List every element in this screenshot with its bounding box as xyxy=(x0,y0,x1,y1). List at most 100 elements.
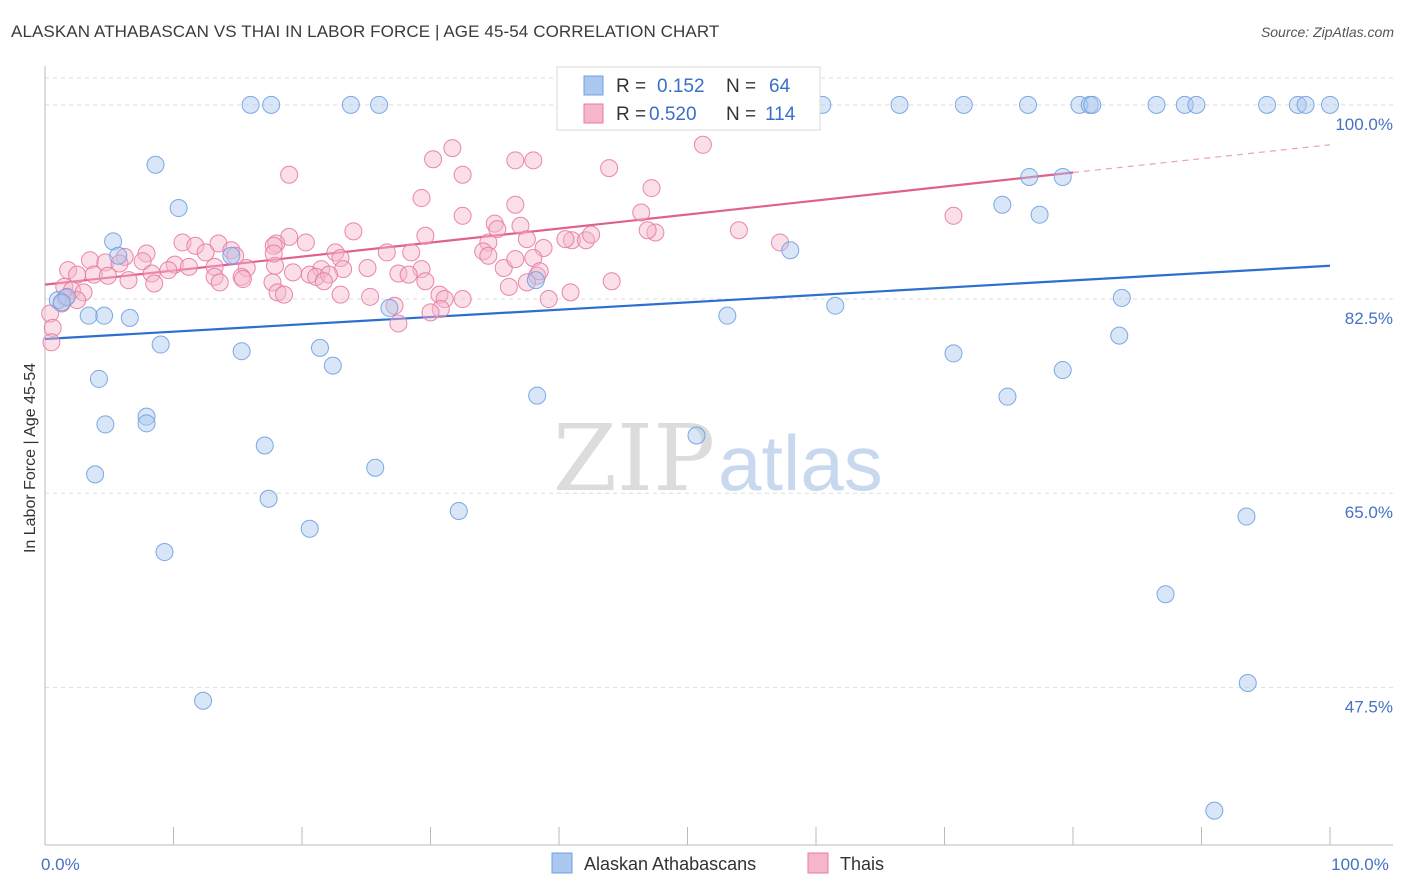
point-thai-55 xyxy=(358,258,377,277)
point-thai-21 xyxy=(416,226,435,245)
trend-lines xyxy=(44,144,1331,341)
point-thai-8 xyxy=(453,165,472,184)
chart-title: ALASKAN ATHABASCAN VS THAI IN LABOR FORC… xyxy=(11,22,720,41)
point-athabascan-35 xyxy=(151,335,170,354)
point-athabascan-50 xyxy=(687,426,706,445)
point-athabascan-36 xyxy=(232,342,251,361)
point-athabascan-48 xyxy=(255,436,274,455)
point-thai-7 xyxy=(280,165,299,184)
point-thai-18 xyxy=(944,206,963,225)
point-athabascan-27 xyxy=(993,195,1012,214)
point-athabascan-1 xyxy=(262,95,281,114)
point-athabascan-44 xyxy=(89,369,108,388)
point-athabascan-64 xyxy=(194,691,213,710)
point-thai-78 xyxy=(314,272,333,291)
point-thai-34 xyxy=(331,248,350,267)
point-thai-36 xyxy=(402,243,421,262)
point-athabascan-52 xyxy=(998,387,1017,406)
point-athabascan-63 xyxy=(1238,673,1257,692)
legend-n-value-2: 114 xyxy=(765,104,796,125)
point-athabascan-37 xyxy=(310,338,329,357)
point-thai-28 xyxy=(296,233,315,252)
trend-line-1 xyxy=(44,171,1074,286)
point-athabascan-39 xyxy=(380,298,399,317)
point-thai-64 xyxy=(205,267,224,286)
point-thai-12 xyxy=(632,203,651,222)
point-athabascan-45 xyxy=(137,407,156,426)
point-athabascan-51 xyxy=(944,344,963,363)
watermark-zip: ZIP xyxy=(553,405,715,512)
point-thai-35 xyxy=(377,243,396,262)
point-thai-102 xyxy=(264,236,283,255)
point-thai-77 xyxy=(263,273,282,292)
point-thai-66 xyxy=(284,263,303,282)
point-athabascan-12 xyxy=(1147,95,1166,114)
point-thai-13 xyxy=(453,206,472,225)
point-athabascan-32 xyxy=(95,306,114,325)
point-thai-22 xyxy=(517,230,536,249)
y-tick-label-3: 47.5% xyxy=(1345,697,1393,716)
point-thai-3 xyxy=(424,150,443,169)
point-thai-95 xyxy=(43,318,62,337)
point-thai-11 xyxy=(506,195,525,214)
point-athabascan-57 xyxy=(259,489,278,508)
legend-swatch-thai xyxy=(583,103,604,124)
point-thai-33 xyxy=(326,243,345,262)
series-swatch-thai xyxy=(807,852,829,874)
point-thai-38 xyxy=(479,246,498,265)
point-athabascan-40 xyxy=(526,271,545,290)
point-thai-40 xyxy=(196,243,215,262)
point-thai-9 xyxy=(642,179,661,198)
point-thai-25 xyxy=(479,233,498,252)
point-thai-54 xyxy=(334,260,353,279)
series-legend: Alaskan Athabascans Thais xyxy=(551,852,884,874)
point-thai-58 xyxy=(159,261,178,280)
point-thai-44 xyxy=(133,252,152,271)
point-thai-112 xyxy=(561,283,580,302)
point-athabascan-9 xyxy=(1070,95,1089,114)
watermark-atlas: atlas xyxy=(718,419,883,507)
point-athabascan-53 xyxy=(1053,361,1072,380)
point-thai-87 xyxy=(435,290,454,309)
point-thai-108 xyxy=(264,244,283,263)
point-thai-93 xyxy=(539,290,558,309)
point-thai-20 xyxy=(344,222,363,241)
point-athabascan-30 xyxy=(57,287,76,306)
point-athabascan-62 xyxy=(1156,585,1175,604)
trend-extension-1 xyxy=(1072,144,1331,174)
point-thai-74 xyxy=(119,271,138,290)
point-thai-60 xyxy=(68,265,87,284)
point-athabascan-18 xyxy=(1321,95,1339,114)
legend-r-label-1: R = xyxy=(616,76,646,97)
point-athabascan-33 xyxy=(79,306,98,325)
point-athabascan-61 xyxy=(1237,507,1256,526)
point-athabascan-55 xyxy=(86,465,105,484)
point-athabascan-11 xyxy=(1083,95,1102,114)
point-thai-98 xyxy=(421,303,440,322)
legend-r-value-1: 0.152 xyxy=(657,76,705,97)
trend-line-0 xyxy=(44,264,1331,341)
point-athabascan-20 xyxy=(169,199,188,218)
point-athabascan-46 xyxy=(96,415,115,434)
point-thai-94 xyxy=(41,304,60,323)
y-tick-label-0: 100.0% xyxy=(1335,115,1393,134)
point-thai-17 xyxy=(729,221,748,240)
point-thai-84 xyxy=(275,285,294,304)
series-name-thai: Thais xyxy=(840,854,884,874)
point-thai-99 xyxy=(361,287,380,306)
point-athabascan-60 xyxy=(155,543,174,562)
point-athabascan-0 xyxy=(241,95,260,114)
y-tick-labels: 100.0% 82.5% 65.0% 47.5% xyxy=(1335,115,1393,717)
x-tick-label-0: 0.0% xyxy=(41,855,80,874)
point-thai-109 xyxy=(233,270,252,289)
point-thai-113 xyxy=(771,233,790,252)
point-athabascan-25 xyxy=(1020,167,1039,186)
point-thai-41 xyxy=(226,246,245,265)
point-athabascan-65 xyxy=(1205,801,1224,820)
point-thai-5 xyxy=(524,151,543,170)
point-athabascan-24 xyxy=(781,241,800,260)
point-thai-24 xyxy=(576,231,595,250)
point-thai-62 xyxy=(98,266,117,285)
point-athabascan-49 xyxy=(528,386,547,405)
